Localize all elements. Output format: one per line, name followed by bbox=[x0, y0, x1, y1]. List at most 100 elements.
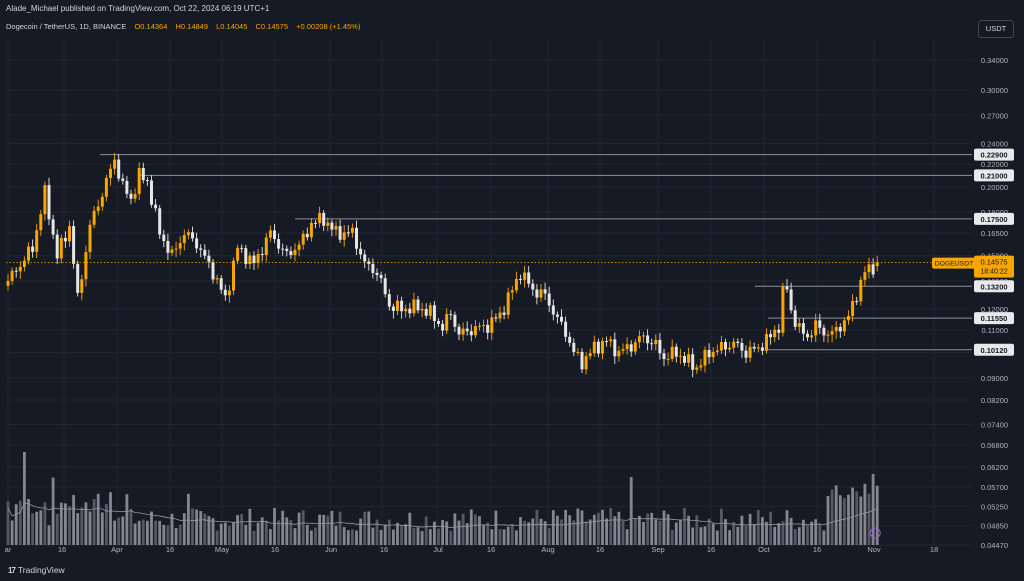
candle-body bbox=[555, 314, 559, 317]
volume-bar bbox=[248, 508, 252, 545]
volume-bar bbox=[51, 477, 55, 545]
ohlc-open: O0.14364 bbox=[134, 22, 168, 31]
x-tick-label: 16 bbox=[380, 545, 388, 554]
volume-bar bbox=[437, 528, 440, 545]
candle-body bbox=[670, 346, 674, 359]
volume-bar bbox=[802, 519, 805, 545]
volume-bar bbox=[666, 514, 670, 545]
volume-bar bbox=[334, 525, 338, 545]
volume-bar bbox=[166, 525, 170, 545]
volume-bar bbox=[617, 511, 621, 545]
x-tick-label: Oct bbox=[758, 545, 771, 554]
candle-body bbox=[875, 262, 879, 267]
candle-body bbox=[6, 280, 10, 286]
volume-bar bbox=[305, 524, 309, 545]
candle-body bbox=[478, 325, 481, 327]
tradingview-logo[interactable]: 17 TradingView bbox=[8, 565, 65, 575]
y-tick-label: 0.09000 bbox=[981, 374, 1008, 383]
candle-body bbox=[174, 248, 178, 250]
volume-bar bbox=[789, 517, 793, 545]
volume-bar bbox=[96, 493, 100, 545]
volume-bar bbox=[486, 522, 490, 545]
candle-body bbox=[814, 320, 818, 336]
volume-bar bbox=[146, 520, 149, 545]
candle-body bbox=[752, 346, 756, 349]
candle-body bbox=[855, 301, 859, 303]
candle-body bbox=[113, 159, 117, 169]
candle-body bbox=[215, 278, 219, 280]
volume-bar bbox=[724, 519, 727, 545]
candle-body bbox=[724, 342, 727, 350]
volume-bar bbox=[281, 510, 285, 545]
candle-body bbox=[223, 289, 227, 296]
volume-bar bbox=[363, 511, 367, 545]
published-line: Alade_Michael published on TradingView.c… bbox=[6, 4, 270, 13]
candle-body bbox=[367, 261, 371, 264]
candle-body bbox=[186, 232, 190, 236]
volume-bar bbox=[597, 512, 600, 545]
candle-body bbox=[633, 342, 637, 352]
candle-body bbox=[650, 343, 654, 345]
candle-body bbox=[564, 321, 568, 337]
volume-bar bbox=[560, 519, 563, 545]
candle-body bbox=[543, 289, 547, 294]
volume-bar bbox=[765, 521, 768, 545]
candle-body bbox=[867, 264, 871, 273]
y-tick-label: 0.08200 bbox=[981, 396, 1008, 405]
candle-body bbox=[264, 237, 268, 256]
candle-body bbox=[482, 324, 486, 326]
symbol-legend: Dogecoin / TetherUS, 1D, BINANCE O0.1436… bbox=[6, 22, 360, 31]
candle-body bbox=[793, 310, 797, 327]
candle-body bbox=[412, 299, 416, 314]
volume-bar bbox=[39, 510, 43, 545]
volume-bar bbox=[191, 508, 194, 545]
volume-bar bbox=[367, 511, 371, 545]
volume-bar bbox=[141, 519, 145, 545]
candle-body bbox=[576, 351, 580, 353]
candle-body bbox=[10, 270, 14, 281]
candle-body bbox=[847, 316, 850, 321]
candle-body bbox=[47, 185, 51, 220]
currency-button[interactable]: USDT bbox=[978, 20, 1014, 38]
volume-bar bbox=[875, 485, 879, 545]
ohlc-close: C0.14575 bbox=[255, 22, 289, 31]
candle-body bbox=[551, 305, 555, 315]
volume-bar bbox=[572, 520, 576, 545]
candle-body bbox=[871, 264, 875, 275]
volume-bar bbox=[43, 502, 47, 545]
level-price-tag bbox=[974, 169, 1014, 182]
candle-body bbox=[494, 317, 498, 319]
volume-bar bbox=[273, 508, 276, 545]
candle-body bbox=[514, 278, 518, 291]
candle-body bbox=[100, 196, 104, 207]
volume-bar bbox=[297, 512, 301, 545]
candle-body bbox=[756, 347, 760, 349]
volume-bar bbox=[556, 515, 559, 545]
candle-body bbox=[150, 180, 153, 205]
volume-bar bbox=[588, 519, 592, 545]
candle-body bbox=[658, 339, 662, 354]
candle-body bbox=[510, 290, 514, 293]
volume-bar bbox=[658, 520, 662, 545]
candle-body bbox=[232, 260, 235, 291]
candle-body bbox=[437, 320, 440, 324]
candle-body bbox=[396, 300, 399, 311]
volume-bar bbox=[867, 493, 871, 545]
volume-bar bbox=[59, 502, 63, 545]
candle-body bbox=[785, 286, 789, 290]
candle-body bbox=[592, 341, 596, 354]
volume-bar bbox=[256, 522, 260, 545]
volume-bar bbox=[859, 496, 863, 545]
x-tick-label: 16 bbox=[707, 545, 715, 554]
volume-bar bbox=[715, 530, 719, 545]
candle-body bbox=[769, 334, 773, 338]
volume-bar bbox=[482, 524, 485, 545]
volume-bar bbox=[642, 521, 645, 545]
candle-body bbox=[350, 227, 354, 233]
candle-body bbox=[400, 300, 404, 312]
volume-bar bbox=[121, 516, 125, 545]
volume-bar bbox=[14, 504, 18, 545]
candle-body bbox=[109, 168, 112, 178]
x-tick-label: 18 bbox=[930, 545, 938, 554]
